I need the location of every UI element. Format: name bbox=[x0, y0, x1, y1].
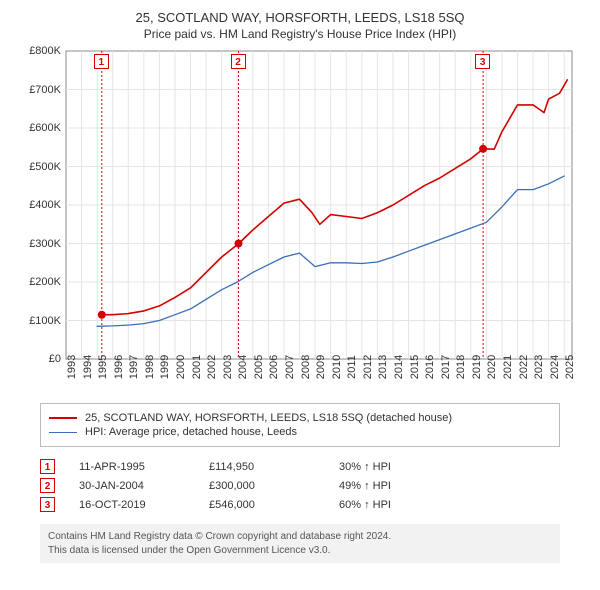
y-tick-label: £100K bbox=[29, 315, 61, 327]
sale-marker-2: 2 bbox=[231, 54, 246, 69]
x-tick-label: 1998 bbox=[144, 355, 156, 379]
footer-line-2: This data is licensed under the Open Gov… bbox=[48, 544, 552, 558]
sale-row: 1 11-APR-1995£114,95030% ↑ HPI bbox=[40, 459, 560, 474]
legend-label: 25, SCOTLAND WAY, HORSFORTH, LEEDS, LS18… bbox=[85, 412, 452, 424]
x-tick-label: 2011 bbox=[346, 355, 358, 379]
x-tick-label: 2020 bbox=[486, 355, 498, 379]
x-tick-label: 2021 bbox=[502, 355, 514, 379]
sale-row-date: 30-JAN-2004 bbox=[79, 480, 209, 492]
legend-row: HPI: Average price, detached house, Leed… bbox=[49, 426, 551, 438]
chart-svg bbox=[20, 45, 580, 395]
sale-row-hpi: 60% ↑ HPI bbox=[339, 499, 560, 511]
legend-swatch bbox=[49, 417, 77, 419]
y-tick-label: £600K bbox=[29, 122, 61, 134]
sale-row-marker: 2 bbox=[40, 478, 55, 493]
x-tick-label: 2000 bbox=[175, 355, 187, 379]
x-tick-label: 2009 bbox=[315, 355, 327, 379]
x-tick-label: 2014 bbox=[393, 355, 405, 379]
x-tick-label: 1997 bbox=[128, 355, 140, 379]
x-tick-label: 2022 bbox=[518, 355, 530, 379]
sale-row-marker: 3 bbox=[40, 497, 55, 512]
x-tick-label: 2002 bbox=[206, 355, 218, 379]
sale-row-date: 11-APR-1995 bbox=[79, 461, 209, 473]
y-tick-label: £700K bbox=[29, 84, 61, 96]
y-tick-label: £800K bbox=[29, 45, 61, 57]
legend-row: 25, SCOTLAND WAY, HORSFORTH, LEEDS, LS18… bbox=[49, 412, 551, 424]
x-tick-label: 2012 bbox=[362, 355, 374, 379]
chart-title-address: 25, SCOTLAND WAY, HORSFORTH, LEEDS, LS18… bbox=[136, 10, 465, 25]
x-tick-label: 2003 bbox=[222, 355, 234, 379]
sale-row-price: £300,000 bbox=[209, 480, 339, 492]
x-tick-label: 2017 bbox=[440, 355, 452, 379]
x-tick-label: 2015 bbox=[409, 355, 421, 379]
sale-row: 3 16-OCT-2019£546,00060% ↑ HPI bbox=[40, 497, 560, 512]
x-tick-label: 2024 bbox=[549, 355, 561, 379]
chart-area: £0 £100K £200K £300K £400K £500K £600K £700K £80… bbox=[20, 45, 580, 395]
chart-title-sub: Price paid vs. HM Land Registry's House … bbox=[136, 27, 465, 41]
x-tick-label: 1996 bbox=[113, 355, 125, 379]
legend-swatch bbox=[49, 432, 77, 433]
x-tick-label: 2007 bbox=[284, 355, 296, 379]
sale-marker-3: 3 bbox=[475, 54, 490, 69]
y-tick-label: £200K bbox=[29, 276, 61, 288]
chart-titles: 25, SCOTLAND WAY, HORSFORTH, LEEDS, LS18… bbox=[136, 8, 465, 45]
x-tick-label: 2019 bbox=[471, 355, 483, 379]
x-tick-label: 1994 bbox=[82, 355, 94, 379]
y-tick-label: £500K bbox=[29, 161, 61, 173]
sale-row-hpi: 30% ↑ HPI bbox=[339, 461, 560, 473]
sales-table: 1 11-APR-1995£114,95030% ↑ HPI 2 30-JAN-200… bbox=[40, 455, 560, 516]
x-tick-label: 2005 bbox=[253, 355, 265, 379]
footer-box: Contains HM Land Registry data © Crown c… bbox=[40, 524, 560, 563]
x-tick-label: 2013 bbox=[377, 355, 389, 379]
sale-row-price: £546,000 bbox=[209, 499, 339, 511]
x-tick-label: 2008 bbox=[300, 355, 312, 379]
sale-row-price: £114,950 bbox=[209, 461, 339, 473]
x-tick-label: 1993 bbox=[66, 355, 78, 379]
x-tick-label: 2016 bbox=[424, 355, 436, 379]
x-tick-label: 1999 bbox=[159, 355, 171, 379]
x-tick-label: 2004 bbox=[237, 355, 249, 379]
sale-row: 2 30-JAN-2004£300,00049% ↑ HPI bbox=[40, 478, 560, 493]
page-root: 25, SCOTLAND WAY, HORSFORTH, LEEDS, LS18… bbox=[0, 0, 600, 590]
x-tick-label: 2010 bbox=[331, 355, 343, 379]
x-tick-label: 2006 bbox=[268, 355, 280, 379]
sale-row-marker: 1 bbox=[40, 459, 55, 474]
x-tick-label: 1995 bbox=[97, 355, 109, 379]
sale-row-hpi: 49% ↑ HPI bbox=[339, 480, 560, 492]
legend-box: 25, SCOTLAND WAY, HORSFORTH, LEEDS, LS18… bbox=[40, 403, 560, 447]
y-tick-label: £300K bbox=[29, 238, 61, 250]
footer-line-1: Contains HM Land Registry data © Crown c… bbox=[48, 530, 552, 544]
x-tick-label: 2023 bbox=[533, 355, 545, 379]
x-tick-label: 2025 bbox=[564, 355, 576, 379]
y-tick-label: £0 bbox=[49, 353, 61, 365]
y-tick-label: £400K bbox=[29, 199, 61, 211]
sale-row-date: 16-OCT-2019 bbox=[79, 499, 209, 511]
x-tick-label: 2001 bbox=[191, 355, 203, 379]
x-tick-label: 2018 bbox=[455, 355, 467, 379]
sale-marker-1: 1 bbox=[94, 54, 109, 69]
legend-label: HPI: Average price, detached house, Leed… bbox=[85, 426, 297, 438]
